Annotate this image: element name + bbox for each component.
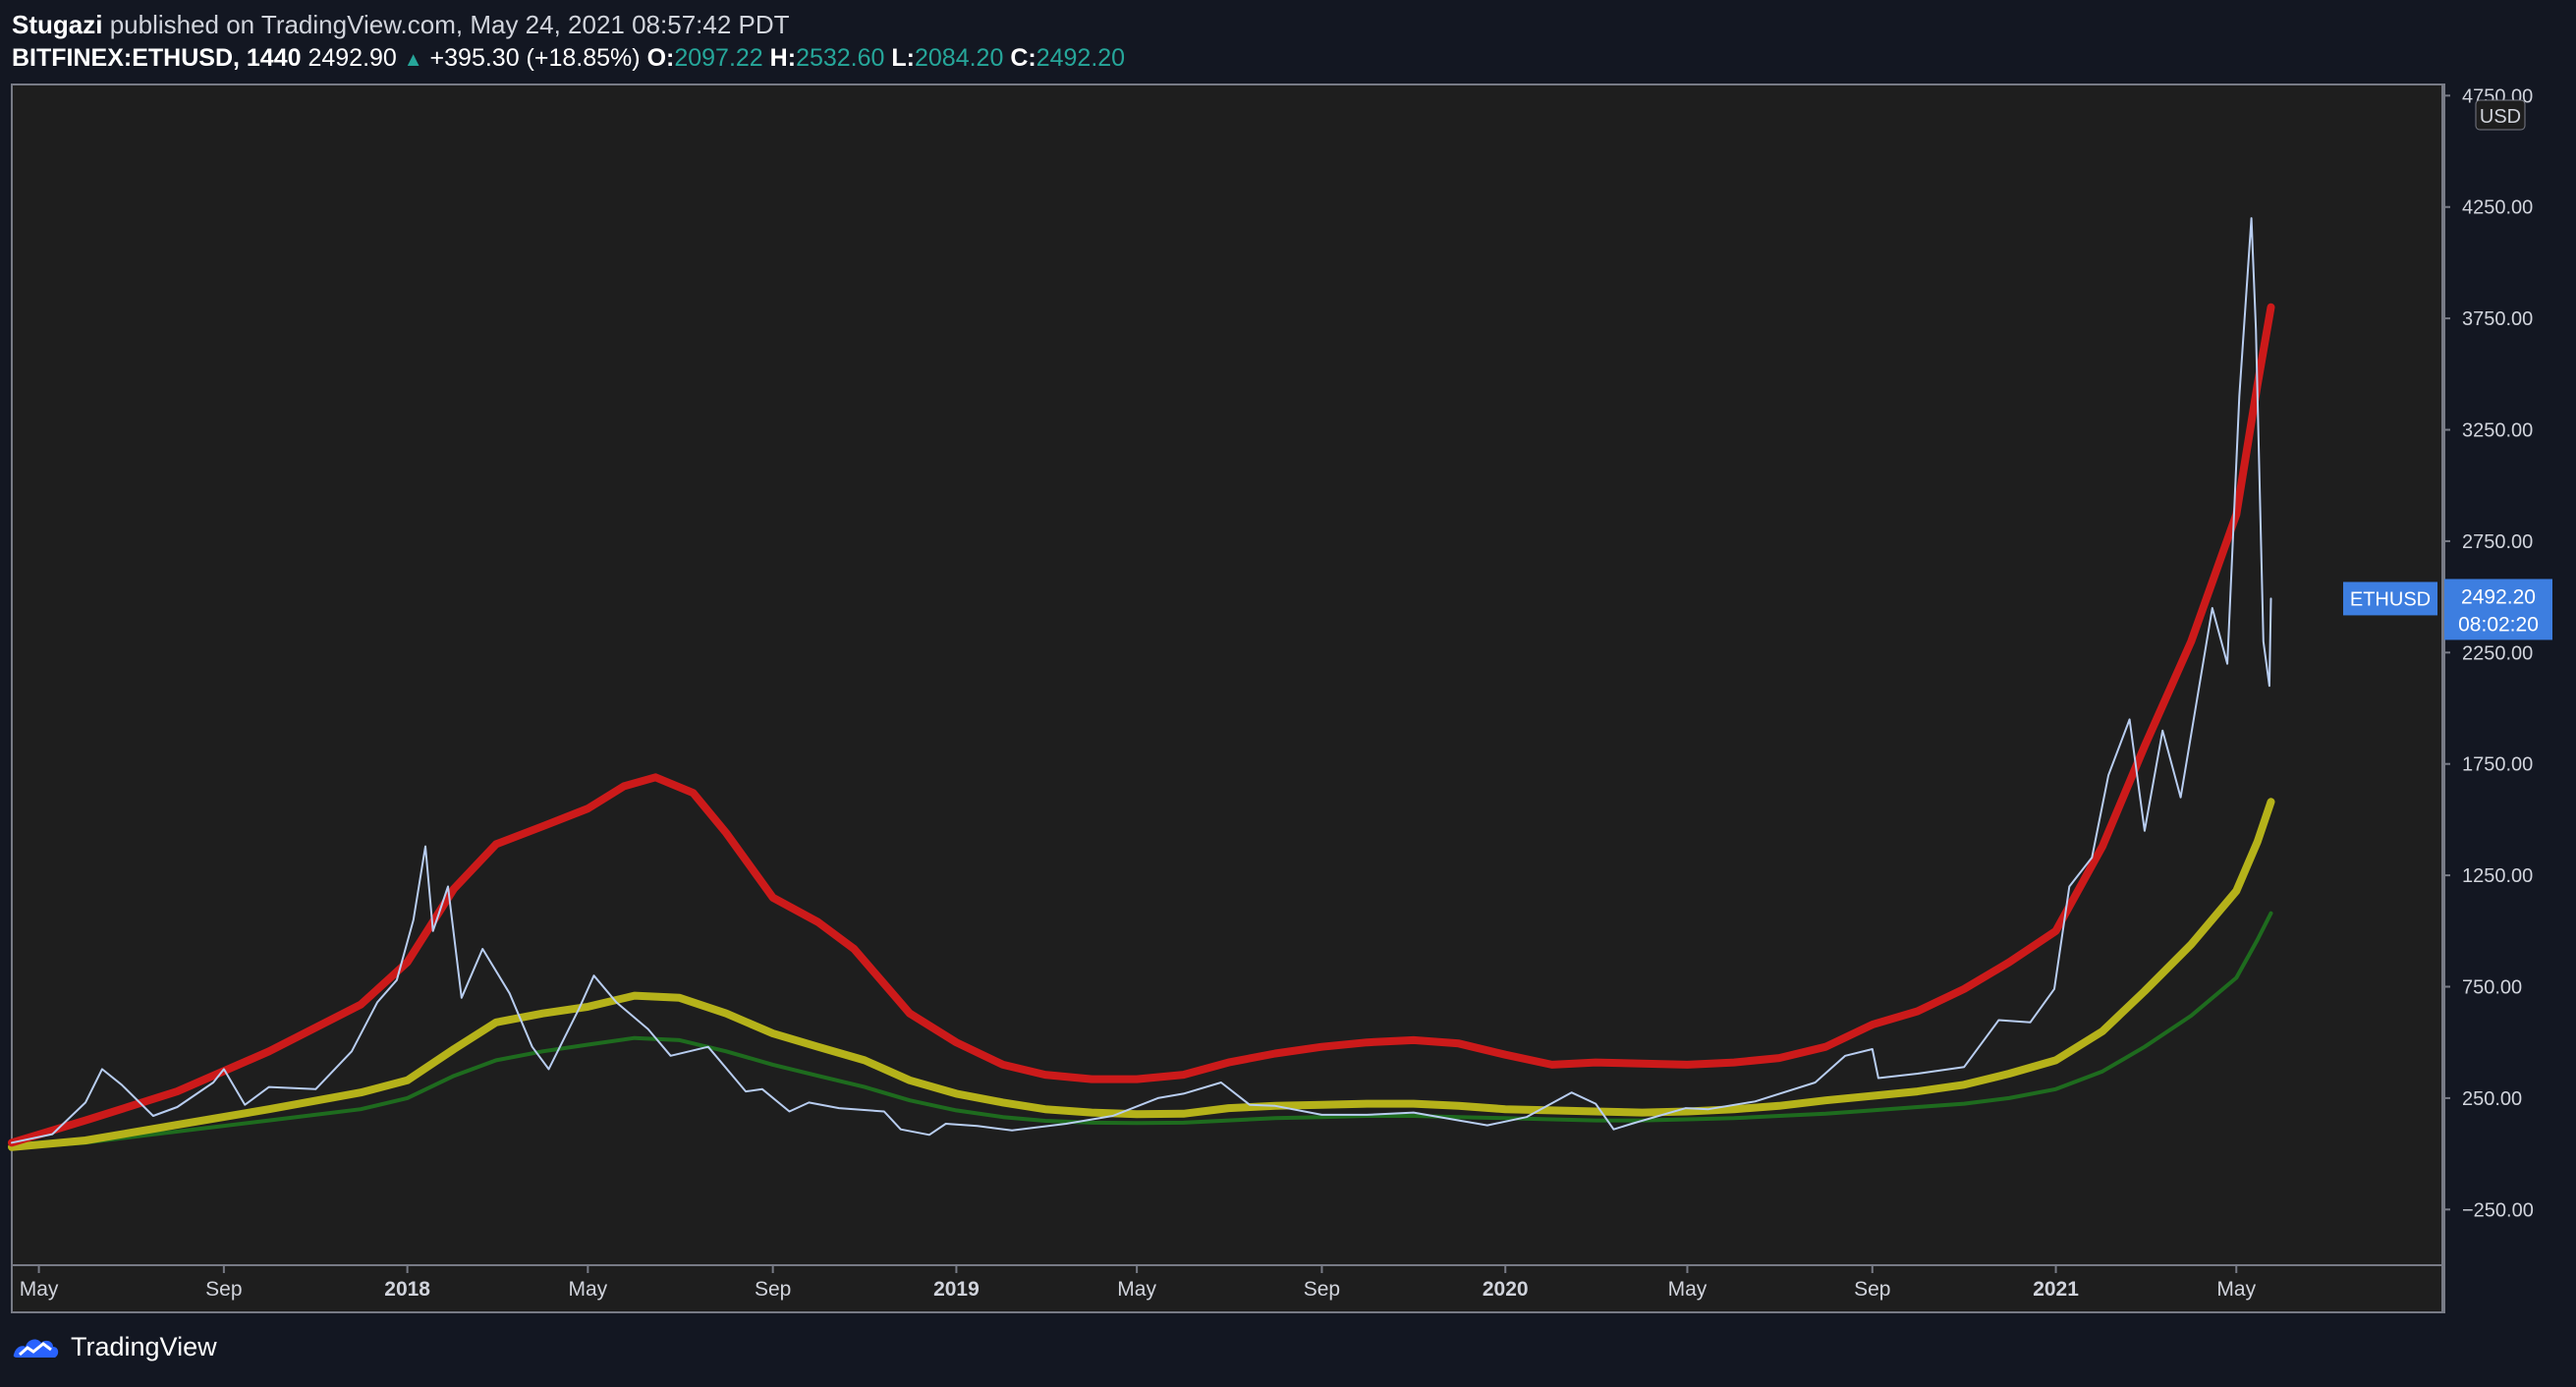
y-tick-label: 1250.00 xyxy=(2462,865,2533,887)
published-text: published on TradingView.com, May 24, 20… xyxy=(109,10,790,39)
ohlc-line: BITFINEX:ETHUSD, 1440 2492.90 ▲ +395.30 … xyxy=(12,41,1125,77)
y-tick-label: 4250.00 xyxy=(2462,197,2533,219)
last-price-symbol: ETHUSD xyxy=(2350,588,2431,610)
x-axis[interactable]: May Sep 2018 May Sep 2019 May Sep 2020 May Sep 2021… xyxy=(20,1265,2257,1301)
y-tick-label: 1750.00 xyxy=(2462,754,2533,776)
x-tick-label: 2018 xyxy=(384,1278,430,1301)
x-tick-label: Sep xyxy=(1854,1278,1890,1301)
open-label: O: xyxy=(646,44,675,72)
currency-badge[interactable]: USD xyxy=(2475,99,2526,131)
x-tick-label: May xyxy=(569,1278,608,1301)
x-tick-label: Sep xyxy=(205,1278,242,1301)
y-tick-label: 250.00 xyxy=(2462,1088,2522,1110)
x-tick-label: May xyxy=(1668,1278,1708,1301)
price-change: +395.30 (+18.85%) xyxy=(429,44,641,72)
high-value: 2532.60 xyxy=(796,44,885,72)
y-tick-label: 3750.00 xyxy=(2462,308,2533,330)
last-price-label: ETHUSD 2492.20 08:02:20 xyxy=(2343,579,2552,640)
x-tick-label: Sep xyxy=(1304,1278,1340,1301)
y-axis[interactable]: 4750.004250.003750.003250.002750.002250.… xyxy=(2442,85,2534,1221)
x-tick-label: Sep xyxy=(755,1278,791,1301)
up-triangle-icon: ▲ xyxy=(403,49,423,71)
footer: TradingView xyxy=(12,1332,217,1362)
y-tick-label: −250.00 xyxy=(2462,1199,2534,1221)
plot-area[interactable] xyxy=(11,83,2445,1313)
low-label: L: xyxy=(891,44,915,72)
currency-label: USD xyxy=(2480,106,2521,128)
publish-line: Stugazi published on TradingView.com, Ma… xyxy=(12,8,1125,41)
tradingview-logo-icon[interactable] xyxy=(12,1333,61,1362)
low-value: 2084.20 xyxy=(915,44,1004,72)
x-tick-label: May xyxy=(20,1278,59,1301)
author-name[interactable]: Stugazi xyxy=(12,10,103,39)
last-price: 2492.90 xyxy=(308,44,397,72)
x-tick-label: May xyxy=(1117,1278,1156,1301)
close-value: 2492.20 xyxy=(1036,44,1126,72)
price-series-line xyxy=(11,217,2272,1144)
brand-name[interactable]: TradingView xyxy=(71,1332,217,1361)
high-label: H: xyxy=(769,44,797,72)
last-price-value: 2492.20 xyxy=(2461,585,2536,608)
y-tick-label: 3250.00 xyxy=(2462,420,2533,442)
red-moving-average-line xyxy=(8,303,2275,1147)
x-tick-label: 2021 xyxy=(2033,1278,2079,1301)
green-moving-average-line xyxy=(10,911,2273,1150)
close-label: C: xyxy=(1010,44,1036,72)
symbol-label: BITFINEX:ETHUSD, 1440 xyxy=(12,44,302,72)
series-layer xyxy=(8,217,2275,1151)
bar-countdown: 08:02:20 xyxy=(2458,613,2539,636)
y-tick-label: 750.00 xyxy=(2462,977,2522,999)
x-tick-label: 2020 xyxy=(1483,1278,1529,1301)
y-tick-label: 2250.00 xyxy=(2462,642,2533,664)
x-tick-label: May xyxy=(2216,1278,2256,1301)
x-tick-label: 2019 xyxy=(933,1278,980,1301)
chart-header: Stugazi published on TradingView.com, Ma… xyxy=(12,8,1125,77)
open-value: 2097.22 xyxy=(674,44,763,72)
yellow-moving-average-line xyxy=(8,798,2275,1151)
y-tick-label: 2750.00 xyxy=(2462,531,2533,553)
